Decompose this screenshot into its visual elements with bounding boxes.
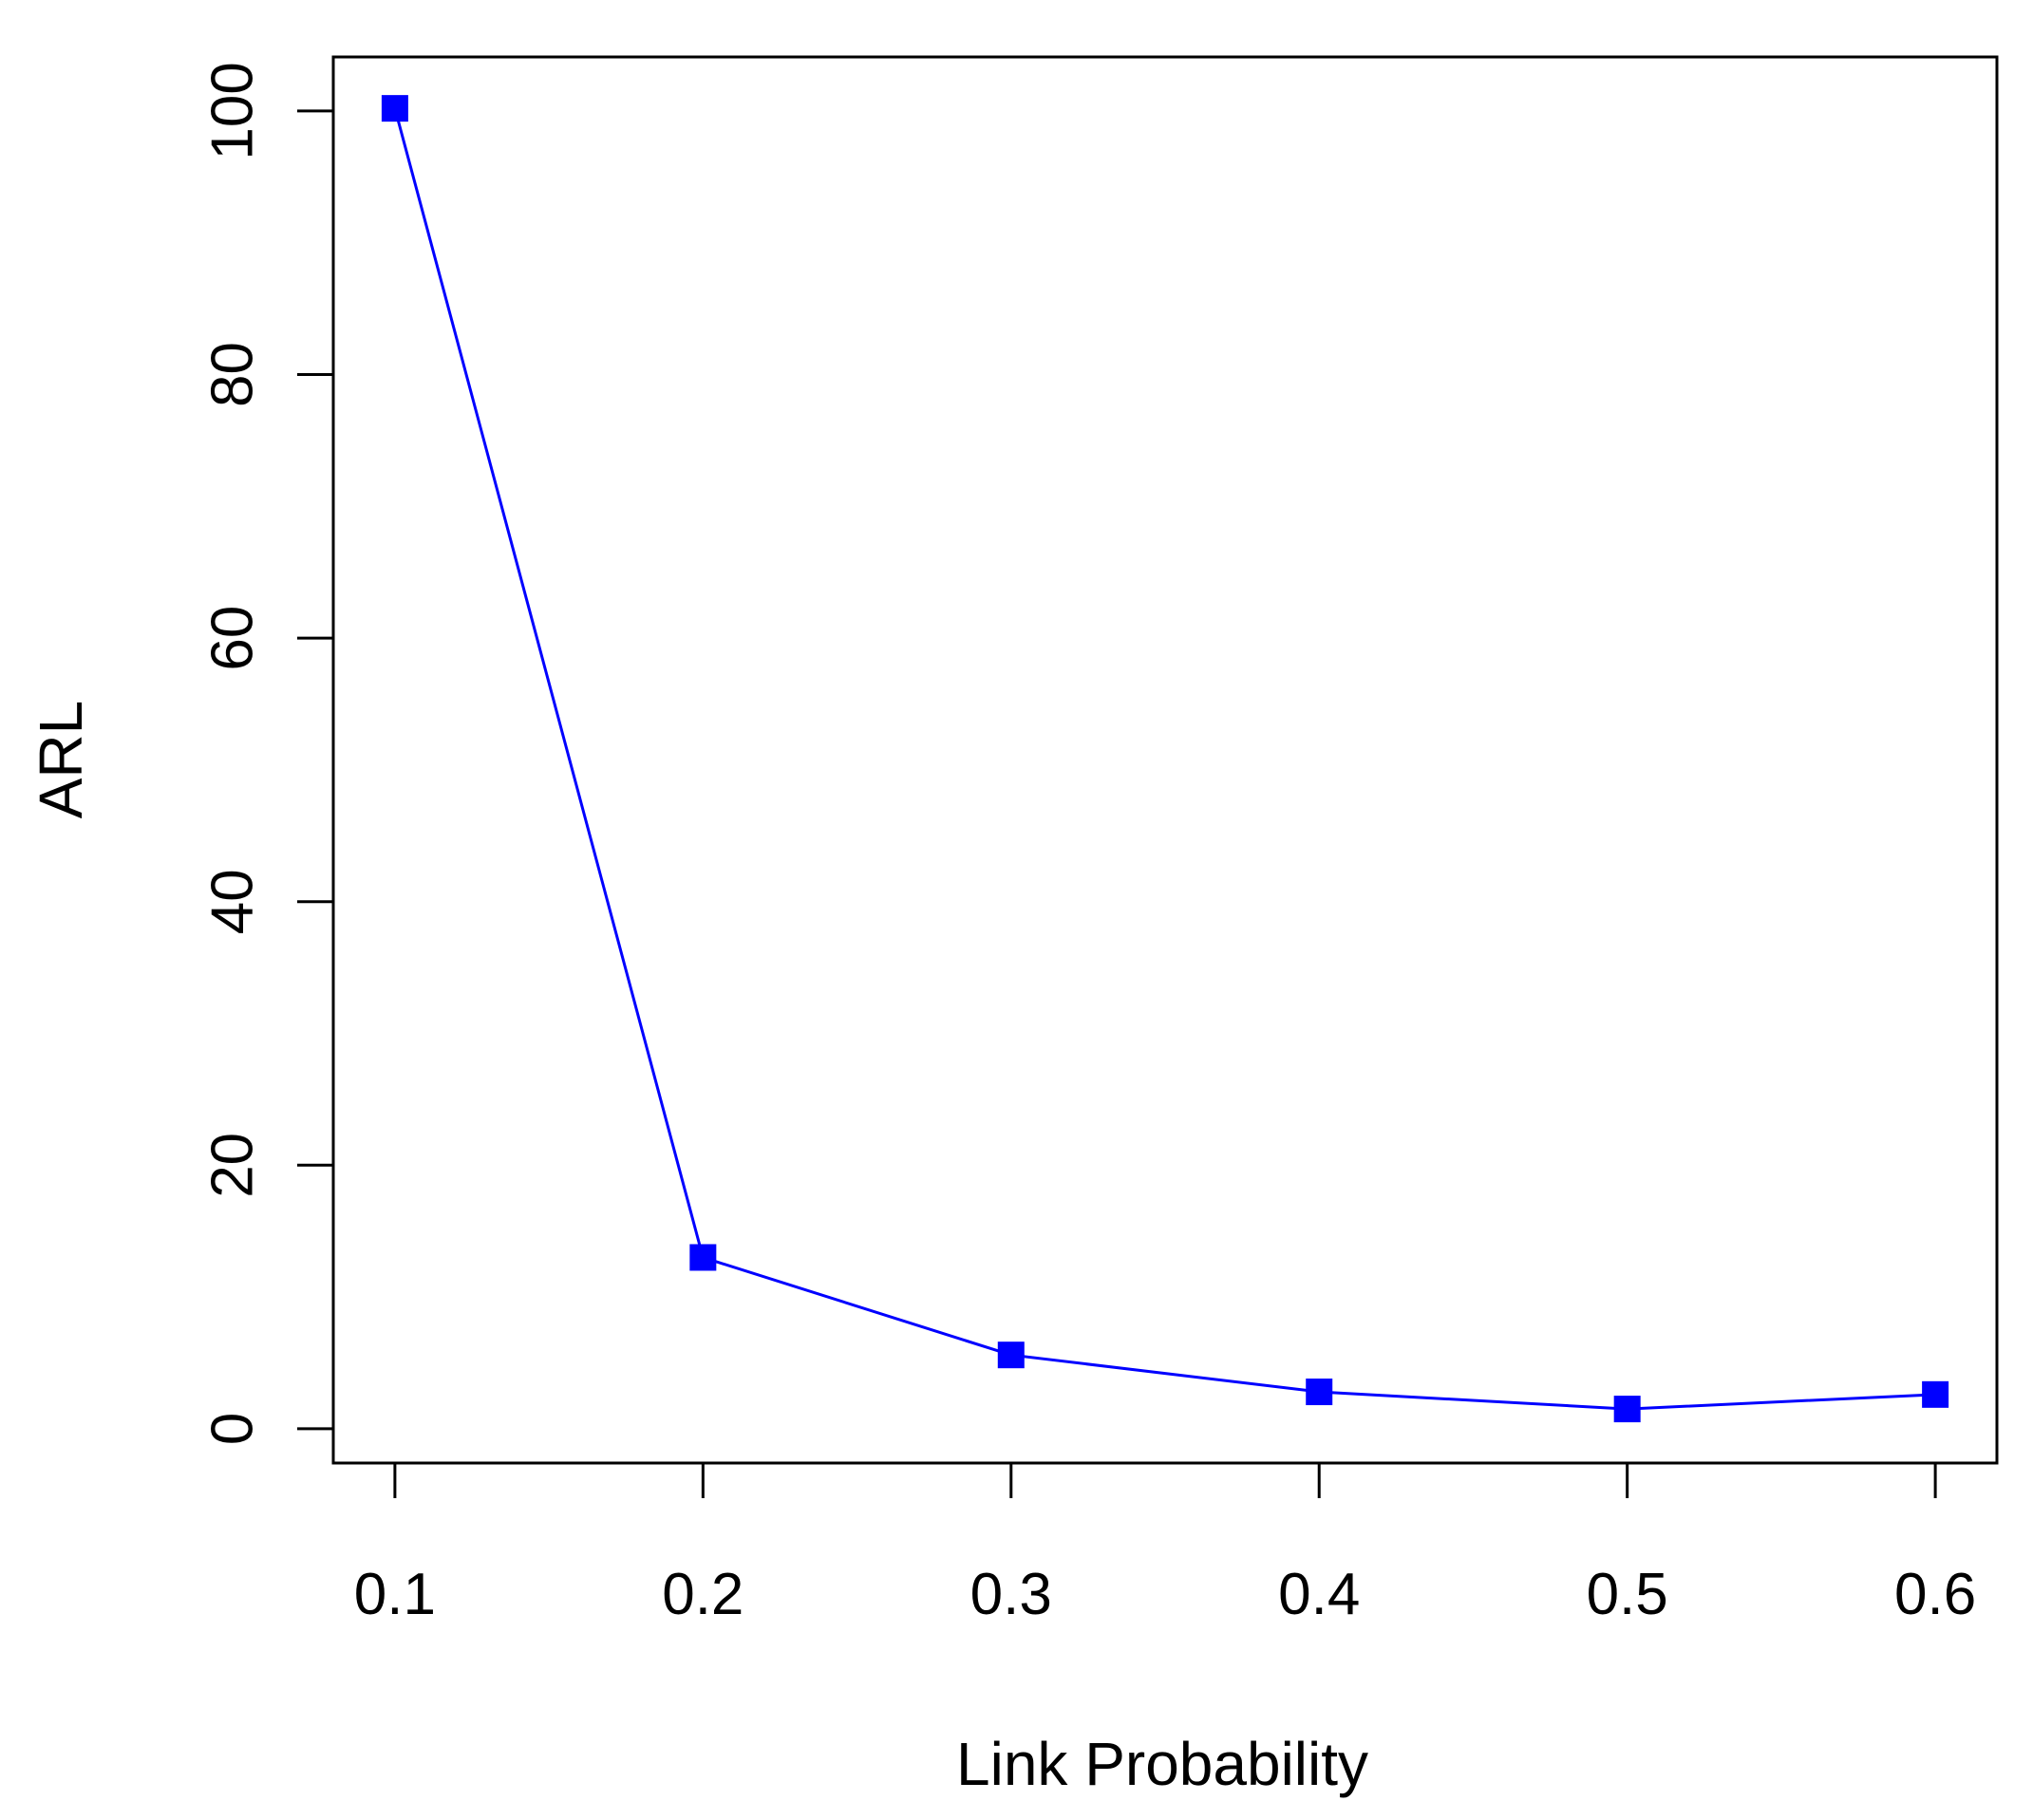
x-tick-label: 0.1 (354, 1562, 436, 1627)
data-point (1306, 1379, 1333, 1406)
x-tick-label: 0.4 (1278, 1562, 1360, 1627)
y-axis-title: ARL (27, 701, 95, 819)
data-point (1922, 1380, 1949, 1408)
x-tick-label: 0.2 (662, 1562, 744, 1627)
x-axis-title: Link Probability (956, 1730, 1368, 1798)
series-line (393, 107, 1936, 1411)
data-point (381, 95, 408, 122)
y-axis: 0 20 40 60 80 100 (200, 62, 335, 1445)
y-tick-label: 100 (200, 62, 266, 159)
y-tick-label: 80 (200, 342, 266, 407)
x-tick-label: 0.5 (1587, 1562, 1668, 1627)
y-tick-label: 20 (200, 1133, 266, 1198)
series-layer (381, 95, 1949, 1423)
y-tick-label: 0 (200, 1413, 266, 1445)
y-tick-label: 40 (200, 869, 266, 934)
y-tick-label: 60 (200, 606, 266, 671)
data-point (1613, 1396, 1641, 1423)
x-tick-label: 0.3 (970, 1562, 1052, 1627)
plot-area-frame (331, 55, 1999, 1465)
data-point (997, 1342, 1025, 1369)
x-tick-label: 0.6 (1894, 1562, 1976, 1627)
x-axis: 0.1 0.2 0.3 0.4 0.5 0.6 (354, 1461, 1976, 1627)
data-point (689, 1244, 717, 1271)
